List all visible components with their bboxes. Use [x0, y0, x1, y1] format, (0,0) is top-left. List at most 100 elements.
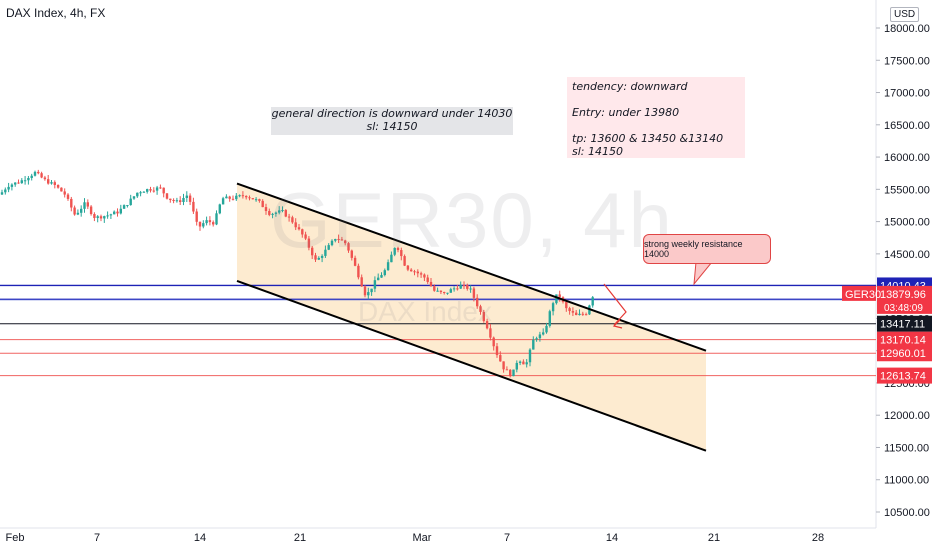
candle-body	[492, 337, 495, 347]
candle-body	[383, 270, 386, 276]
y-tick-label: 11500.00	[884, 442, 929, 454]
candle-body	[93, 214, 96, 218]
note-line: tp: 13600 & 13450 &13140	[572, 132, 724, 145]
candle-body	[548, 311, 551, 326]
candle-body	[433, 286, 436, 291]
candle-body	[446, 292, 449, 294]
candle-body	[363, 286, 367, 296]
candle-body	[274, 212, 278, 214]
candle-body	[30, 175, 33, 178]
candle-body	[495, 346, 499, 356]
candle-body	[284, 210, 287, 217]
level-label: 13417.11	[880, 319, 925, 331]
y-tick-label: 15500.00	[884, 184, 930, 196]
candle-body	[337, 238, 340, 240]
x-tick-label: 14	[194, 532, 206, 544]
candle-body	[14, 182, 17, 185]
candles	[0, 169, 594, 378]
candle-body	[575, 312, 578, 316]
projection-arrow	[603, 283, 627, 326]
callout-tail	[693, 261, 714, 286]
candle-body	[205, 220, 208, 224]
candle-body	[327, 245, 330, 250]
candle-body	[291, 217, 294, 223]
candle-body	[459, 284, 462, 289]
candle-body	[538, 334, 542, 339]
candle-body	[578, 313, 581, 316]
candle-body	[103, 216, 106, 219]
candle-body	[122, 205, 126, 209]
candle-body	[83, 202, 86, 209]
candle-body	[152, 190, 155, 192]
candle-body	[317, 257, 320, 260]
candle-body	[231, 198, 235, 200]
x-tick-label: 7	[94, 532, 100, 544]
channel-fill	[237, 183, 706, 451]
candle-body	[515, 362, 518, 370]
x-tick-label: 7	[504, 532, 510, 544]
candle-body	[535, 338, 538, 340]
candle-body	[350, 250, 353, 258]
candle-body	[27, 177, 30, 181]
candle-body	[367, 292, 370, 296]
last-price-label: 13879.96	[880, 289, 926, 301]
candle-body	[195, 211, 198, 222]
candle-body	[281, 210, 284, 212]
candle-body	[10, 184, 14, 187]
note-line: general direction is downward under 1403…	[271, 107, 513, 120]
candle-body	[340, 239, 344, 241]
y-tick-label: 15000.00	[884, 217, 930, 229]
level-label-box	[877, 331, 932, 348]
candle-body	[113, 211, 116, 215]
candle-body	[311, 247, 314, 256]
candle-body	[522, 361, 525, 365]
chart-grid	[0, 0, 877, 529]
candle-body	[66, 194, 70, 199]
candle-body	[294, 222, 297, 228]
candle-body	[400, 250, 403, 257]
candle-body	[271, 213, 274, 215]
channel-lines	[236, 182, 707, 452]
candle-body	[261, 200, 264, 208]
y-tick-label: 17000.00	[884, 88, 930, 100]
candle-body	[76, 212, 80, 215]
candle-body	[324, 249, 327, 256]
x-tick-label: 21	[294, 532, 306, 544]
candle-body	[99, 216, 103, 219]
candle-body	[568, 308, 571, 312]
y-tick-label: 10500.00	[884, 507, 930, 519]
candle-body	[169, 198, 172, 201]
candle-body	[159, 187, 162, 189]
candle-body	[489, 328, 492, 338]
general-direction-note[interactable]: general direction is downward under 1403…	[271, 107, 513, 135]
candle-body	[73, 207, 76, 215]
candle-body	[4, 189, 7, 193]
candle-body	[456, 288, 459, 290]
candle-body	[146, 189, 149, 192]
candle-body	[581, 313, 584, 315]
candle-body	[60, 187, 63, 192]
currency-button[interactable]: USD	[890, 7, 920, 22]
trade-plan-note[interactable]: tendency: downward Entry: under 13980 tp…	[567, 77, 745, 158]
candle-body	[116, 211, 119, 214]
resistance-callout[interactable]: strong weekly resistance 14000	[643, 234, 771, 264]
candle-body	[482, 311, 485, 322]
candle-body	[238, 195, 241, 197]
candle-body	[37, 171, 40, 174]
channel-upper-line	[236, 182, 707, 352]
candle-body	[40, 173, 43, 178]
candle-body	[314, 255, 317, 260]
candle-body	[419, 273, 423, 275]
candle-body	[466, 284, 469, 289]
candle-body	[53, 182, 56, 185]
candle-body	[558, 294, 561, 298]
level-label: 13170.14	[880, 335, 926, 347]
y-tick-label: 17500.00	[884, 55, 930, 67]
candle-body	[509, 369, 512, 377]
candle-body	[377, 277, 380, 281]
x-tick-label: Mar	[413, 532, 432, 544]
candle-body	[353, 257, 357, 266]
candle-body	[472, 288, 476, 298]
candle-body	[235, 195, 238, 200]
